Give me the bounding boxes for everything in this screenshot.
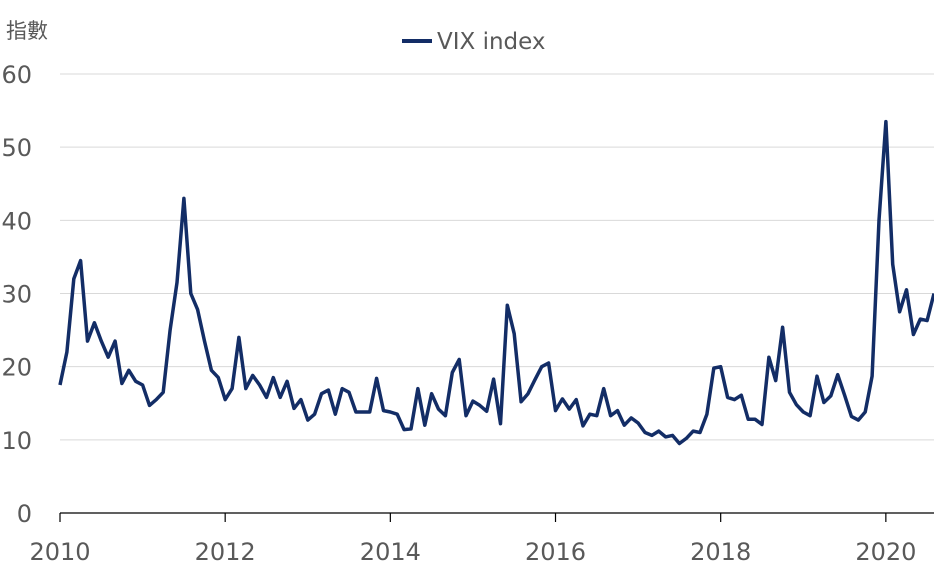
y-tick-label: 10 <box>1 427 32 455</box>
x-axis: 2010 2012 2014 2016 2018 2020 <box>29 512 934 566</box>
y-tick-label: 60 <box>1 61 32 89</box>
series-line-vix <box>58 119 934 446</box>
x-tick-label: 2010 <box>29 538 90 566</box>
y-tick-label: 40 <box>1 207 32 235</box>
y-tick-label: 50 <box>1 134 32 162</box>
legend-label-vix: VIX index <box>437 29 546 55</box>
y-axis-unit-label: 指數 <box>6 19 48 43</box>
x-tick-label: 2012 <box>195 538 256 566</box>
x-tick-label: 2014 <box>360 538 421 566</box>
x-tick-label: 2020 <box>855 538 916 566</box>
x-tick-label: 2018 <box>690 538 751 566</box>
y-tick-label: 0 <box>17 500 32 528</box>
legend: VIX index <box>402 29 546 55</box>
series-layer <box>58 119 934 446</box>
y-axis: 0 10 20 30 40 50 60 <box>1 61 32 528</box>
y-tick-label: 20 <box>1 354 32 382</box>
y-tick-label: 30 <box>1 281 32 309</box>
gridlines <box>60 73 934 441</box>
x-tick-label: 2016 <box>525 538 586 566</box>
